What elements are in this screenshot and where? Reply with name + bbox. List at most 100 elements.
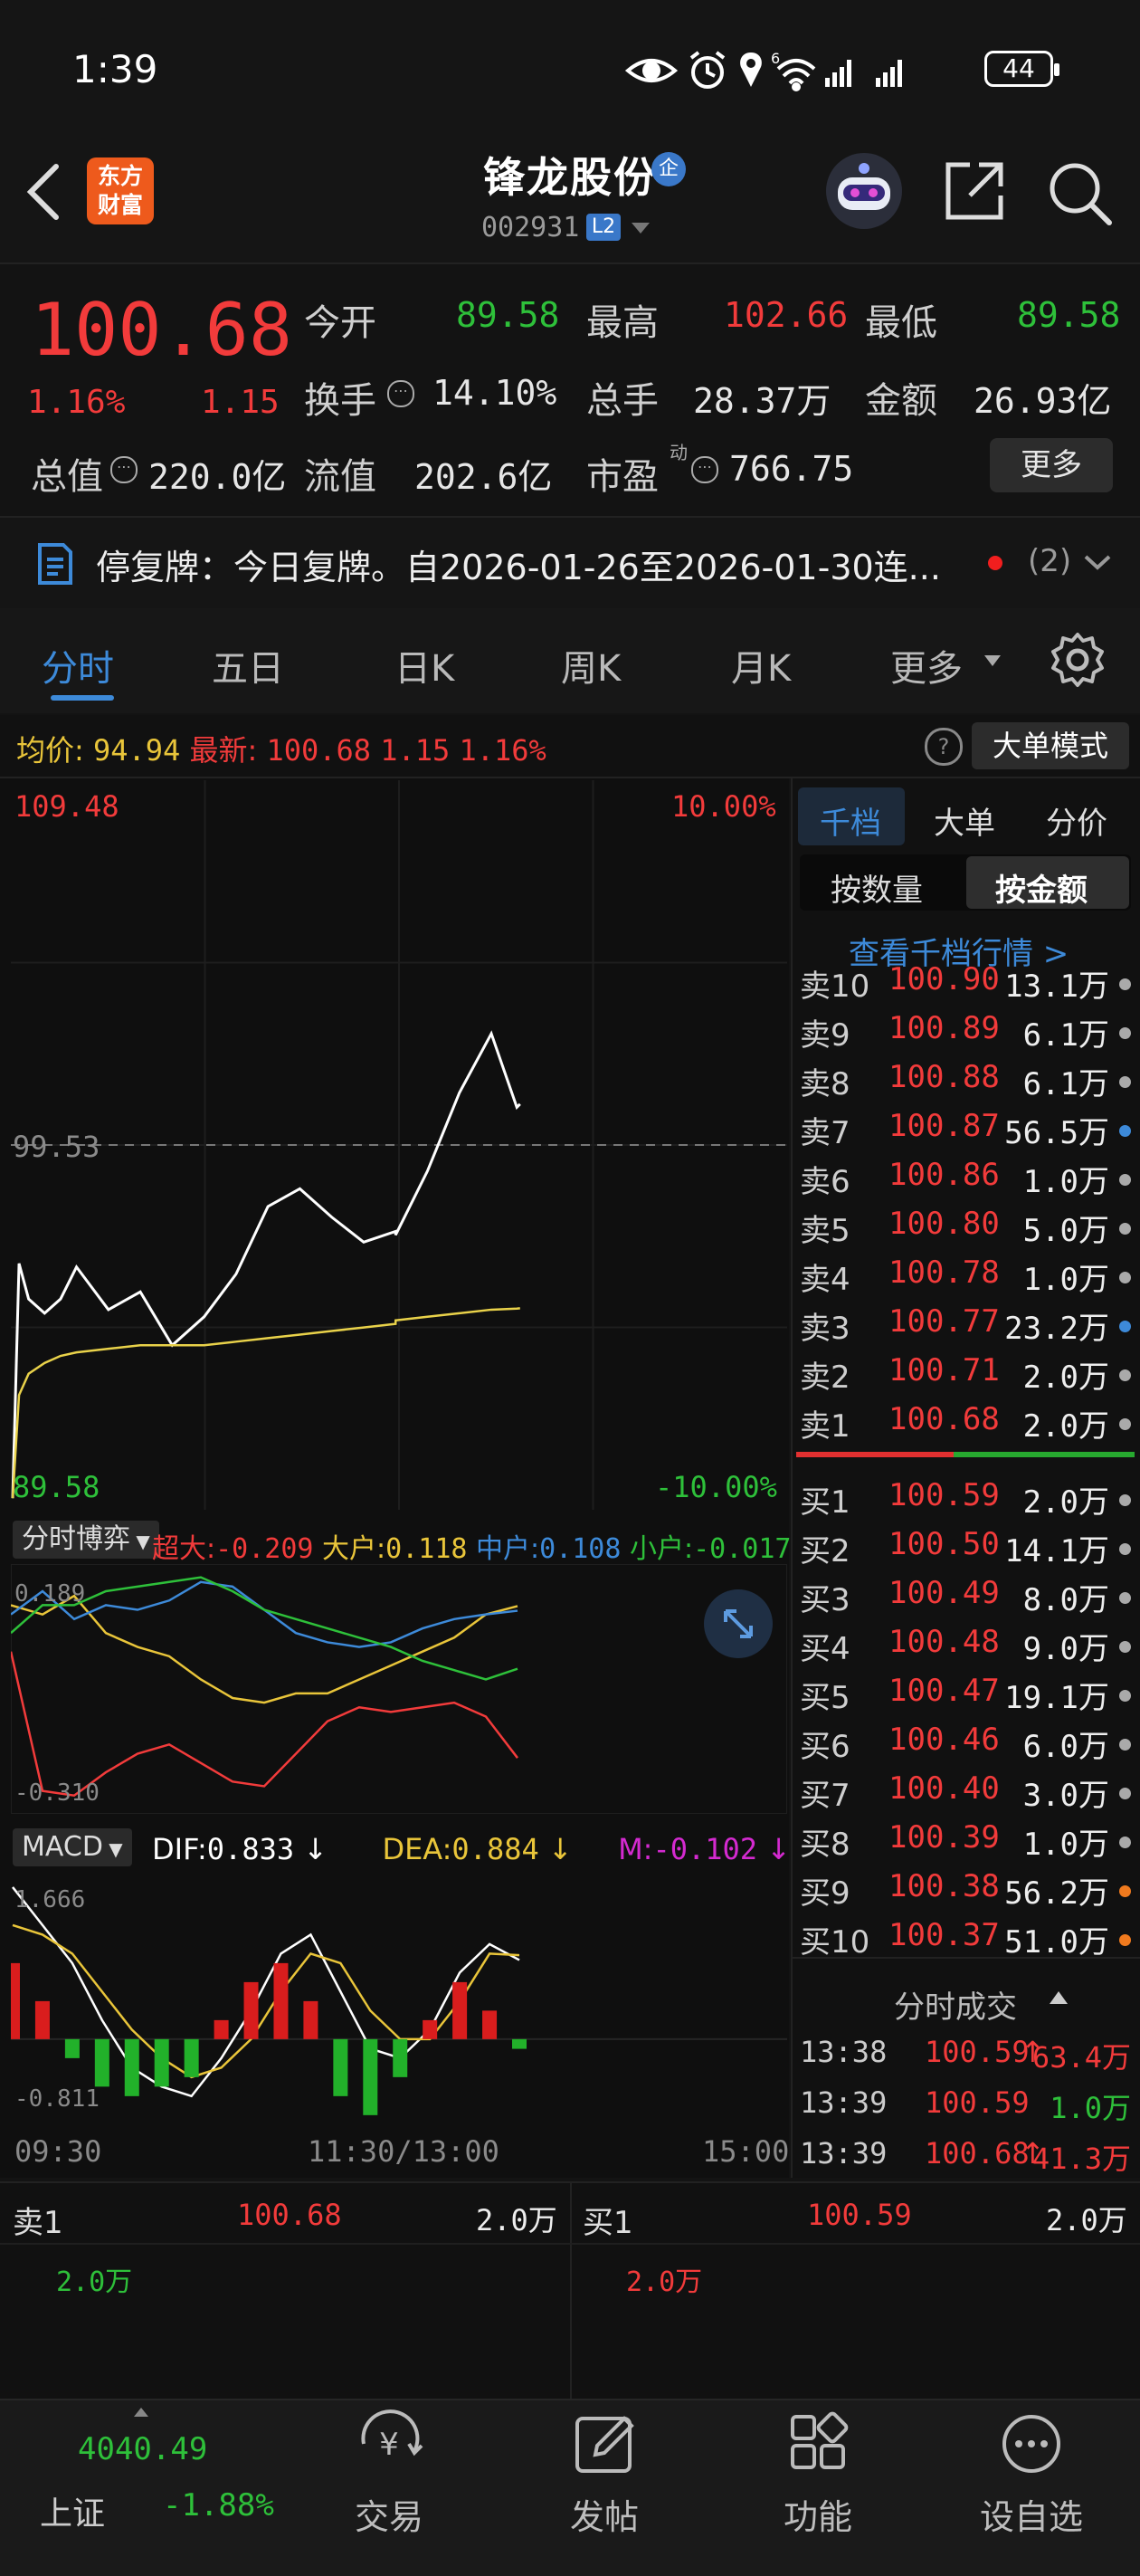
expand-icon[interactable] [702, 1588, 774, 1660]
ob-buy-price: 100.49 [888, 1575, 1000, 1611]
ob-buy-price: 100.38 [888, 1868, 1000, 1904]
tab-weekly-k[interactable]: 周K [561, 639, 621, 692]
macd-bar [512, 2039, 527, 2049]
nav-post[interactable]: 发帖 [523, 2489, 686, 2539]
tab-intraday[interactable]: 分时 [42, 639, 114, 692]
share-icon[interactable] [943, 159, 1006, 223]
game-y-top: 0.189 [14, 1580, 85, 1608]
document-icon [34, 541, 76, 587]
ob-buy-price: 100.37 [888, 1917, 1000, 1953]
ob-sell-strength-bar [796, 1452, 954, 1457]
more-dots-icon[interactable] [950, 2408, 1113, 2480]
dea-arrow-icon: ↓ [548, 1832, 573, 1866]
strip-sell-label: 卖1 [13, 2198, 63, 2242]
current-price: 100.68 [31, 288, 292, 372]
trades-title: 分时成交 [894, 1982, 1017, 2027]
ob-tab-thousand[interactable]: 千档 [820, 798, 881, 843]
yen-exchange-icon[interactable]: ¥ [308, 2408, 470, 2480]
macd-selector[interactable]: MACD ▼ [13, 1828, 132, 1866]
svg-text:¥: ¥ [379, 2427, 399, 2463]
game-indicator-label: 分时博弈 [22, 1523, 130, 1555]
tab-monthly-k[interactable]: 月K [731, 639, 791, 692]
legend-small-label: 小户: [630, 1533, 693, 1565]
strip-buy-vol2: 2.0万 [626, 2259, 702, 2299]
status-icons: 6 [624, 51, 986, 92]
chevron-down-icon[interactable] [1084, 554, 1111, 572]
turnover-info-icon[interactable]: ⋯ [387, 380, 414, 407]
change-percent: 1.16% [27, 384, 125, 421]
amount-value: 26.93亿 [974, 373, 1111, 423]
tab-five-day[interactable]: 五日 [212, 639, 284, 692]
ob-sell-volume: 1.0万 [1023, 1255, 1109, 1299]
ob-sell-volume: 23.2万 [1004, 1303, 1109, 1348]
nav-functions[interactable]: 功能 [736, 2489, 899, 2539]
macd-series-DIF [13, 1887, 519, 2096]
ob-subtab-amount[interactable]: 按金额 [995, 865, 1088, 910]
ob-sell-dot [1119, 1027, 1131, 1039]
caret-down-icon[interactable] [630, 221, 651, 235]
level2-badge[interactable]: L2 [586, 214, 621, 241]
ob-sell-volume: 1.0万 [1023, 1157, 1109, 1201]
ob-buy-price: 100.39 [888, 1819, 1000, 1856]
nav-add-watchlist[interactable]: 设自选 [950, 2489, 1113, 2539]
index-change[interactable]: -1.88% [163, 2487, 274, 2524]
index-name[interactable]: 上证 [40, 2487, 105, 2534]
settings-gear-icon[interactable] [1050, 632, 1106, 688]
help-icon[interactable]: ? [925, 728, 963, 766]
grid-icon[interactable] [736, 2408, 899, 2480]
macd-y-top: 1.666 [14, 1886, 85, 1913]
tab-daily-k[interactable]: 日K [394, 639, 454, 692]
dif-arrow-icon: ↓ [303, 1832, 328, 1866]
trades-caret-up-icon[interactable] [1048, 1989, 1069, 2006]
macd-bar [452, 1982, 467, 2039]
macd-bar [65, 2039, 80, 2058]
mktcap-info-icon[interactable]: ⋯ [110, 456, 138, 483]
battery-indicator: 44 [984, 51, 1053, 87]
tab-more[interactable]: 更多 [890, 639, 963, 692]
compose-icon[interactable] [523, 2408, 686, 2480]
search-icon[interactable] [1046, 159, 1115, 228]
axis-bottom-pct: -10.00% [655, 1470, 777, 1504]
ob-sell-dot [1119, 1125, 1131, 1137]
ob-sell-price: 100.90 [888, 961, 1000, 997]
trade-time: 13:38 [800, 2035, 887, 2069]
big-order-mode-button[interactable]: 大单模式 [972, 722, 1129, 769]
ob-sell-volume: 5.0万 [1023, 1206, 1109, 1250]
nav-trade[interactable]: 交易 [308, 2489, 470, 2539]
index-value[interactable]: 4040.49 [78, 2431, 207, 2467]
legend-mid-value: 0.108 [539, 1533, 621, 1565]
more-button[interactable]: 更多 [990, 438, 1113, 492]
intraday-chart[interactable] [11, 780, 787, 1510]
ob-buy-label: 买2 [800, 1526, 850, 1570]
ob-tab-price[interactable]: 分价 [1046, 798, 1107, 843]
ob-subtab-quantity[interactable]: 按数量 [831, 865, 923, 910]
volume-label: 总手 [586, 371, 659, 424]
ob-tab-big[interactable]: 大单 [934, 798, 995, 843]
macd-bar [363, 2039, 377, 2115]
game-indicator-selector[interactable]: 分时博弈 ▼ [13, 1521, 159, 1559]
ob-buy-price: 100.50 [888, 1526, 1000, 1562]
pe-info-icon[interactable]: ⋯ [691, 456, 718, 483]
pe-value: 766.75 [729, 449, 853, 489]
robot-assistant-icon[interactable] [825, 152, 903, 230]
